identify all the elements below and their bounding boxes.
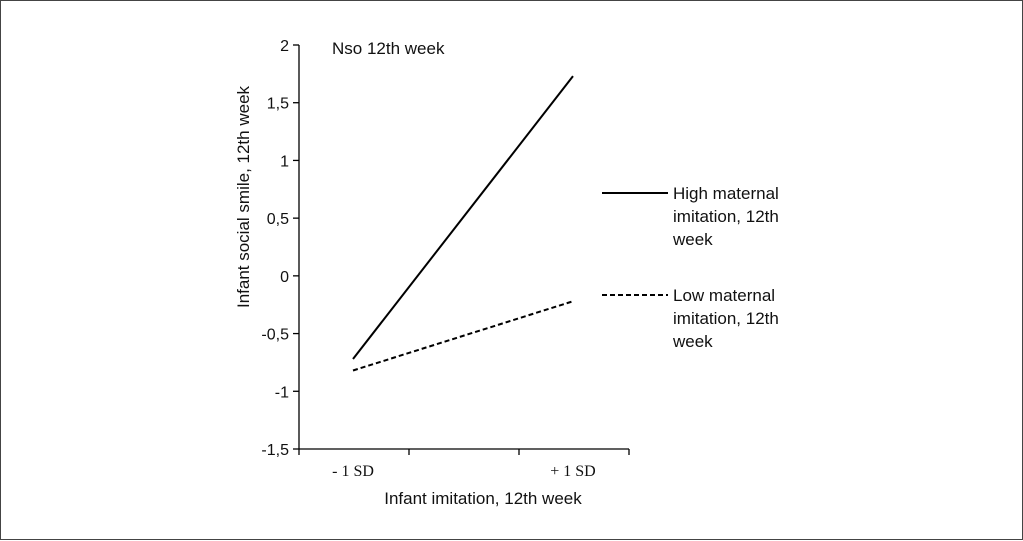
y-tick-label: 1	[280, 153, 289, 170]
y-tick-label: -1	[275, 384, 289, 401]
x-tick-label: + 1 SD	[550, 463, 595, 480]
chart-title: Nso 12th week	[332, 39, 445, 58]
series-layer	[352, 75, 574, 372]
series-line-high	[352, 75, 574, 360]
y-axis-ticks: 2 1,5 1 0,5 0 -0,5 -1 -1,5	[261, 38, 299, 459]
y-tick-label: 0,5	[267, 211, 289, 228]
x-axis-ticks: - 1 SD + 1 SD	[298, 449, 630, 480]
y-axis-title: Infant social smile, 12th week	[234, 85, 253, 308]
x-tick-label: - 1 SD	[332, 463, 374, 480]
legend-label: High maternal imitation, 12th week	[672, 184, 779, 249]
y-tick-label: 2	[280, 38, 289, 55]
legend-label: Low maternal imitation, 12th week	[672, 286, 779, 351]
x-axis-title: Infant imitation, 12th week	[384, 489, 582, 508]
legend: High maternal imitation, 12th week Low mate…	[602, 184, 779, 351]
y-tick-label: 0	[280, 269, 289, 286]
y-tick-label: 1,5	[267, 96, 289, 113]
y-tick-label: -0,5	[261, 327, 289, 344]
series-line-low	[352, 300, 574, 372]
y-tick-label: -1,5	[261, 442, 289, 459]
